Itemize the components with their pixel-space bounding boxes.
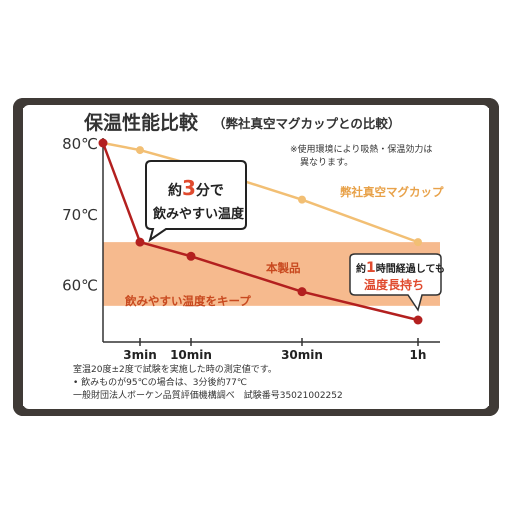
frame-right xyxy=(489,98,499,416)
badge-highlight: 1 xyxy=(366,260,376,276)
mug-data-point xyxy=(298,195,306,204)
bubble-highlight: 3 xyxy=(182,176,196,200)
y-tick-label: 70℃ xyxy=(62,206,98,224)
badge-mid: 時間 xyxy=(376,262,396,275)
product-data-point xyxy=(413,315,423,325)
product-data-point xyxy=(135,237,145,247)
frame-bottom xyxy=(13,406,499,416)
x-tick-label: 1h xyxy=(410,348,427,362)
callout-bubble-3min: 約3分で 飲みやすい温度 xyxy=(145,160,247,243)
frame-left xyxy=(13,98,23,416)
mug-data-point xyxy=(136,146,144,155)
footer-line-2: • 飲みものが95℃の場合は、3分後約77℃ xyxy=(73,376,247,388)
product-data-point xyxy=(98,138,108,148)
badge-prefix: 約 xyxy=(356,262,366,275)
svg-text:約3分で: 約3分で xyxy=(168,176,224,200)
tick-group: 80℃ 70℃ 60℃ 3min 10min 30min 1h xyxy=(62,135,426,362)
note-line-1: ※使用環境により吸熱・保温効力は xyxy=(290,143,432,155)
series-label-product: 本製品 xyxy=(266,261,301,275)
svg-text:約1時間経過しても: 約1時間経過しても xyxy=(356,260,445,276)
callout-badge-1h: 約1時間経過しても 温度長持ち xyxy=(349,253,445,312)
bubble-prefix: 約 xyxy=(168,182,182,199)
footer-line-3: 一般財団法人ボーケン品質評価機構調べ 試験番号35021002252 xyxy=(73,389,343,401)
band-label: 飲みやすい温度をキープ xyxy=(124,294,251,308)
badge-suffix: 経過しても xyxy=(396,262,445,275)
note-line-2: 異なります。 xyxy=(300,157,353,168)
chart-title: 保温性能比較 xyxy=(83,111,199,134)
bubble-bottom-text: 飲みやすい温度 xyxy=(152,206,245,222)
bubble-suffix: 分で xyxy=(196,183,224,199)
chart-subtitle: （弊社真空マグカップとの比較） xyxy=(213,116,400,131)
product-data-point xyxy=(186,251,196,261)
x-tick-label: 10min xyxy=(170,348,212,362)
badge-line-2: 温度長持ち xyxy=(364,277,424,292)
x-tick-label: 3min xyxy=(123,348,157,362)
y-tick-label: 60℃ xyxy=(62,277,98,295)
product-data-point xyxy=(297,287,307,297)
frame-top xyxy=(13,98,499,108)
y-tick-label: 80℃ xyxy=(62,135,98,153)
x-tick-label: 30min xyxy=(281,348,323,362)
mug-data-point xyxy=(414,238,422,247)
footer-line-1: 室温20度±2度で試験を実施した時の測定値です。 xyxy=(73,363,277,375)
series-label-mug: 弊社真空マグカップ xyxy=(340,185,444,199)
